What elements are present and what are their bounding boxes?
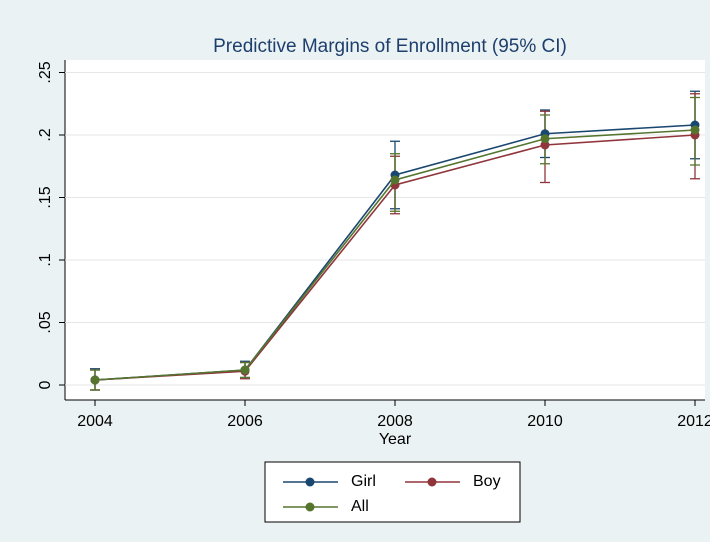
plot-area	[65, 60, 705, 400]
x-axis-label: Year	[379, 431, 412, 448]
x-tick-label: 2004	[77, 413, 113, 430]
y-tick-label: 0	[37, 380, 54, 389]
point	[540, 134, 550, 144]
legend-label: Girl	[351, 473, 376, 490]
y-tick-label: .25	[37, 61, 54, 83]
legend-label: All	[351, 498, 369, 515]
point	[540, 140, 550, 150]
x-tick-label: 2012	[677, 413, 710, 430]
y-tick-label: .2	[37, 128, 54, 141]
x-tick-label: 2008	[377, 413, 413, 430]
y-tick-label: .1	[37, 253, 54, 266]
legend-marker	[427, 477, 437, 487]
chart-title: Predictive Margins of Enrollment (95% CI…	[213, 36, 567, 57]
x-tick-label: 2010	[527, 413, 563, 430]
point	[390, 175, 400, 185]
x-tick-label: 2006	[227, 413, 263, 430]
y-tick-label: .15	[37, 186, 54, 208]
legend-label: Boy	[473, 473, 501, 490]
legend-marker	[305, 502, 315, 512]
point	[240, 365, 250, 375]
legend-marker	[305, 477, 315, 487]
y-tick-label: .05	[37, 311, 54, 333]
point	[90, 375, 100, 385]
legend	[264, 461, 521, 523]
point	[690, 125, 700, 135]
